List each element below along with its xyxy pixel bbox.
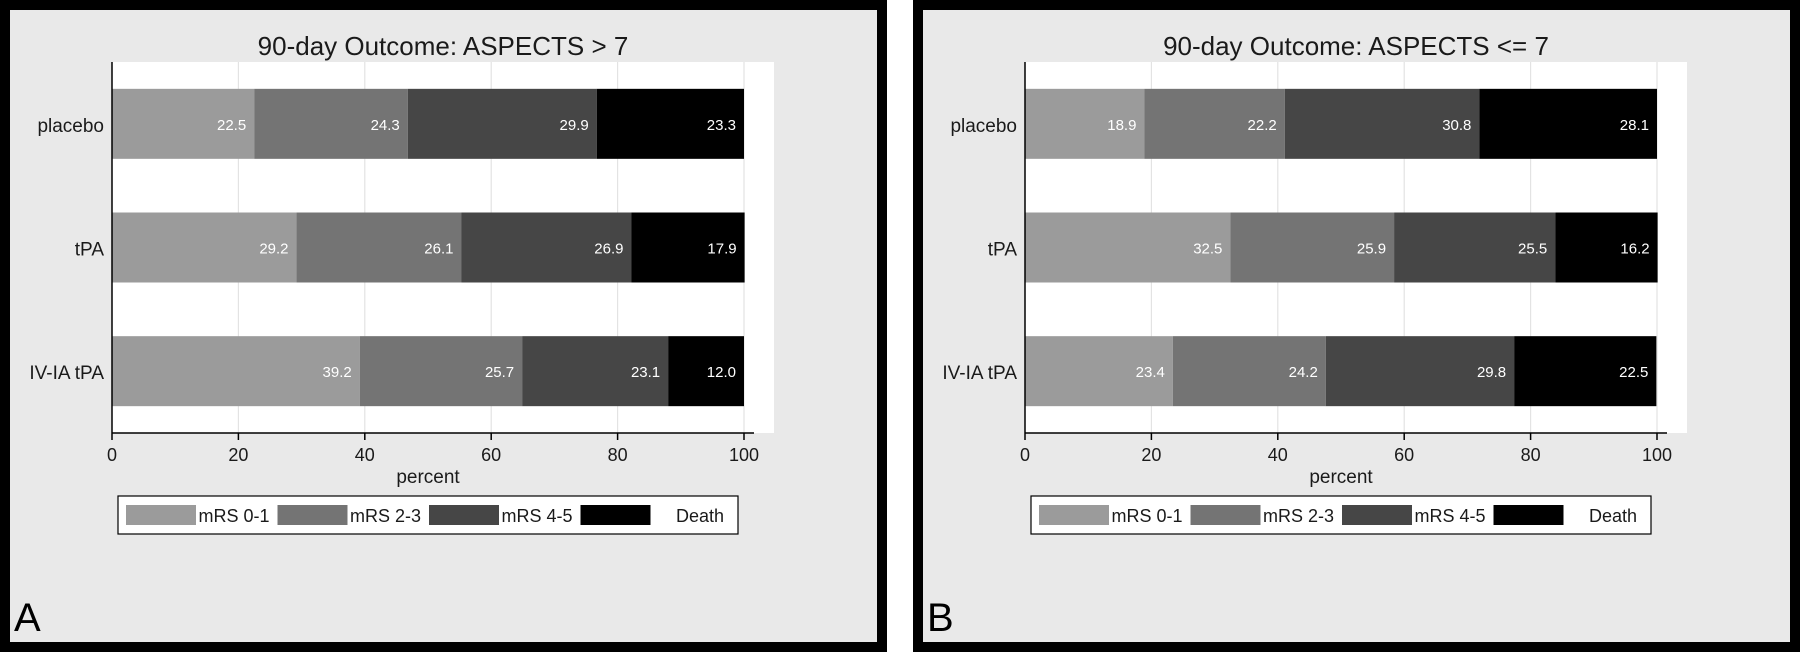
data-label: 23.1 bbox=[631, 364, 660, 381]
legend-swatch bbox=[1342, 505, 1412, 525]
bar-segment bbox=[1514, 336, 1657, 407]
data-label: 22.5 bbox=[217, 117, 246, 134]
data-label: 24.2 bbox=[1289, 364, 1318, 381]
data-label: 26.9 bbox=[594, 241, 623, 258]
data-label: 25.5 bbox=[1518, 241, 1547, 258]
bar-segment bbox=[1555, 212, 1658, 283]
x-tick-label: 20 bbox=[228, 445, 248, 465]
stacked-bar-chart-b: 90-day Outcome: ASPECTS <= 7 placebo 18.9 2… bbox=[942, 31, 1687, 535]
data-label: 32.5 bbox=[1193, 241, 1222, 258]
legend-label: mRS 0-1 bbox=[198, 506, 269, 526]
data-label: 22.5 bbox=[1619, 364, 1648, 381]
bar-segment bbox=[1230, 212, 1395, 283]
legend-swatch bbox=[1493, 505, 1564, 525]
bar-segment bbox=[1025, 336, 1173, 407]
data-label: 18.9 bbox=[1107, 117, 1136, 134]
legend-label: Death bbox=[1589, 506, 1637, 526]
x-axis-label: percent bbox=[1309, 467, 1373, 488]
x-tick-label: 100 bbox=[729, 445, 759, 465]
bar-segment bbox=[112, 212, 297, 283]
legend-swatch bbox=[126, 505, 196, 525]
legend-label: mRS 0-1 bbox=[1111, 506, 1182, 526]
category-label: IV-IA tPA bbox=[29, 363, 104, 384]
bar-segment bbox=[522, 336, 669, 407]
panel-letter-a: A bbox=[14, 596, 41, 640]
stacked-bar-chart-a: 90-day Outcome: ASPECTS > 7 placebo 22.5 24… bbox=[29, 31, 774, 535]
bar-segment bbox=[1172, 336, 1326, 407]
data-label: 24.3 bbox=[371, 117, 400, 134]
bar-segment bbox=[254, 88, 408, 159]
bar-segment bbox=[461, 212, 632, 283]
legend-swatch bbox=[580, 505, 651, 525]
legend: mRS 0-1 mRS 2-3 mRS 4-5 Death bbox=[117, 495, 739, 535]
legend-swatch bbox=[277, 505, 348, 525]
data-label: 28.1 bbox=[1620, 117, 1649, 134]
data-label: 29.9 bbox=[560, 117, 589, 134]
category-label: tPA bbox=[75, 240, 105, 261]
data-label: 23.3 bbox=[707, 117, 736, 134]
bar-segment bbox=[1394, 212, 1556, 283]
data-label: 30.8 bbox=[1442, 117, 1471, 134]
chart-title: 90-day Outcome: ASPECTS > 7 bbox=[258, 31, 629, 61]
x-tick-label: 20 bbox=[1141, 445, 1161, 465]
x-tick-label: 100 bbox=[1642, 445, 1672, 465]
bar-segment bbox=[1025, 212, 1231, 283]
data-label: 39.2 bbox=[323, 364, 352, 381]
chart-panel-b: 90-day Outcome: ASPECTS <= 7 placebo 18.9 2… bbox=[913, 0, 1800, 652]
x-tick-label: 60 bbox=[481, 445, 501, 465]
bar-segment bbox=[359, 336, 523, 407]
category-label: placebo bbox=[37, 116, 104, 137]
legend-swatch bbox=[429, 505, 499, 525]
bar-segment bbox=[631, 212, 745, 283]
x-tick-label: 60 bbox=[1394, 445, 1414, 465]
bar-segment bbox=[1325, 336, 1515, 407]
x-tick-label: 0 bbox=[107, 445, 117, 465]
legend-label: mRS 2-3 bbox=[350, 506, 421, 526]
legend: mRS 0-1 mRS 2-3 mRS 4-5 Death bbox=[1030, 495, 1652, 535]
category-label: tPA bbox=[988, 240, 1018, 261]
bar-segment bbox=[112, 88, 255, 159]
data-label: 29.2 bbox=[259, 241, 288, 258]
legend-label: mRS 4-5 bbox=[1414, 506, 1485, 526]
legend-label: mRS 2-3 bbox=[1263, 506, 1334, 526]
bar-segment bbox=[407, 88, 597, 159]
x-tick-label: 80 bbox=[1521, 445, 1541, 465]
data-label: 22.2 bbox=[1248, 117, 1277, 134]
bar-segment bbox=[596, 88, 744, 159]
chart-title: 90-day Outcome: ASPECTS <= 7 bbox=[1163, 31, 1549, 61]
bar-segment bbox=[1144, 88, 1285, 159]
x-tick-label: 80 bbox=[608, 445, 628, 465]
data-label: 16.2 bbox=[1620, 241, 1649, 258]
legend-swatch bbox=[1190, 505, 1261, 525]
bar-segment bbox=[112, 336, 360, 407]
chart-panel-a: 90-day Outcome: ASPECTS > 7 placebo 22.5 24… bbox=[0, 0, 887, 652]
data-label: 25.9 bbox=[1357, 241, 1386, 258]
bar-segment bbox=[1479, 88, 1657, 159]
panel-letter-b: B bbox=[927, 596, 954, 640]
bar-segment bbox=[1284, 88, 1480, 159]
bar-segment bbox=[668, 336, 744, 407]
x-tick-label: 40 bbox=[355, 445, 375, 465]
data-label: 23.4 bbox=[1136, 364, 1165, 381]
data-label: 29.8 bbox=[1477, 364, 1506, 381]
legend-label: Death bbox=[676, 506, 724, 526]
legend-swatch bbox=[1039, 505, 1109, 525]
x-axis-label: percent bbox=[396, 467, 460, 488]
category-label: placebo bbox=[950, 116, 1017, 137]
bar-segment bbox=[1025, 88, 1145, 159]
data-label: 12.0 bbox=[707, 364, 736, 381]
category-label: IV-IA tPA bbox=[942, 363, 1017, 384]
data-label: 25.7 bbox=[485, 364, 514, 381]
data-label: 26.1 bbox=[424, 241, 453, 258]
x-tick-label: 0 bbox=[1020, 445, 1030, 465]
legend-label: mRS 4-5 bbox=[501, 506, 572, 526]
bar-segment bbox=[296, 212, 462, 283]
x-tick-label: 40 bbox=[1268, 445, 1288, 465]
data-label: 17.9 bbox=[707, 241, 736, 258]
